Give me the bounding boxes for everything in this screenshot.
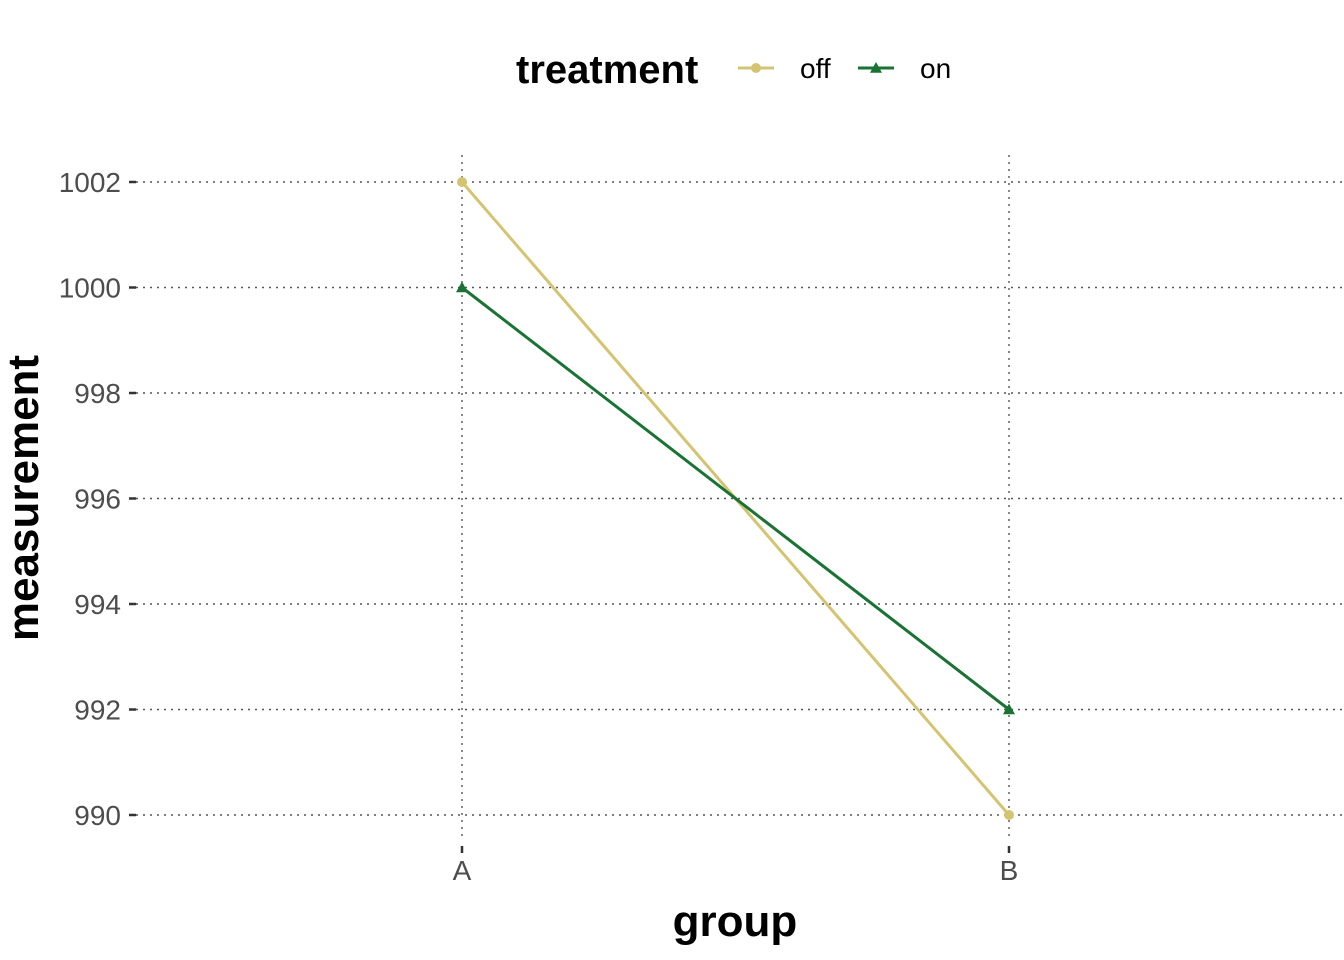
y-tick-label-1000: 1000 [59,273,121,304]
series-line-on [461,286,1010,711]
legend-title: treatment [516,48,698,92]
y-tick-label-990: 990 [74,800,121,831]
legend-label-off: off [800,53,831,84]
data-point-on-A [456,281,468,293]
x-axis-title: group [673,897,798,946]
y-axis-title: measurement [0,355,48,641]
legend-key-marker-on [870,62,882,73]
y-tick-label-996: 996 [74,484,121,515]
x-tick-label-B: B [1000,855,1019,886]
legend-label-on: on [920,53,951,84]
x-tick-label-A: A [453,855,472,886]
data-point-on-B [1003,703,1015,715]
y-tick-label-992: 992 [74,695,121,726]
legend-key-marker-off [751,63,761,73]
legend: treatment off on [516,48,951,92]
y-tick-label-998: 998 [74,378,121,409]
y-tick-label-1002: 1002 [59,167,121,198]
data-point-off-A [457,177,467,187]
data-point-off-B [1004,810,1014,820]
legend-item-on: on [858,53,951,84]
y-tick-label-994: 994 [74,589,121,620]
legend-item-off: off [738,53,831,84]
